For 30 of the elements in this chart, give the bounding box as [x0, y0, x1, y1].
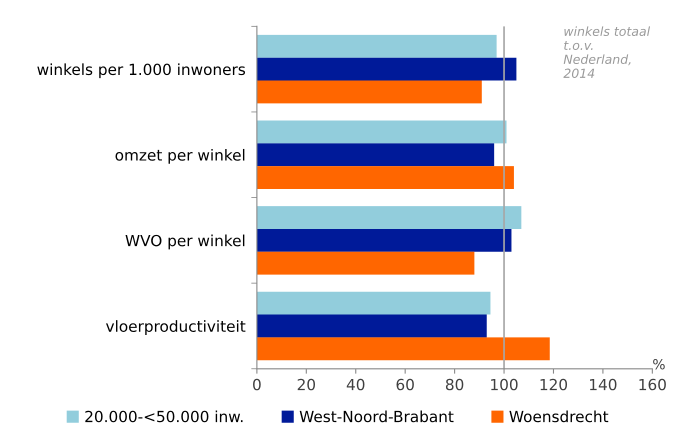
x-tick-label: 80 — [446, 378, 464, 390]
bar — [256, 166, 514, 189]
x-tick-label: 20 — [298, 378, 316, 390]
y-tick-label: winkels per 1.000 inwoners — [37, 63, 246, 78]
x-axis-title: % — [653, 358, 665, 370]
x-tick-label: 100 — [491, 378, 518, 390]
bar — [256, 292, 490, 315]
x-tick-label: 0 — [253, 378, 261, 390]
bar — [256, 80, 482, 104]
x-tick-label: 140 — [590, 378, 616, 390]
bar — [256, 120, 507, 144]
annotation: winkels totaal t.o.v. Nederland, 2014 — [563, 26, 650, 78]
y-tick-label: WVO per winkel — [126, 234, 244, 250]
bar — [256, 206, 522, 229]
bar — [256, 337, 550, 360]
bar — [256, 58, 516, 81]
bar — [256, 143, 494, 166]
bar — [256, 34, 497, 58]
legend-label: West-Noord-Brabant — [300, 410, 454, 422]
legend-label: Woensdrecht — [509, 410, 608, 422]
x-tick-label: 120 — [540, 378, 568, 390]
y-tick-label: omzet per winkel — [116, 148, 244, 164]
x-tick-label: 40 — [346, 378, 364, 390]
bar — [256, 314, 487, 338]
legend-label: 20.000-<50.000 inw. — [85, 410, 243, 422]
y-tick-label: vloerproductiviteit — [106, 320, 246, 335]
x-tick-label: 160 — [639, 378, 666, 390]
bar — [256, 228, 512, 252]
x-tick-label: 60 — [396, 378, 414, 390]
bar — [256, 252, 474, 275]
